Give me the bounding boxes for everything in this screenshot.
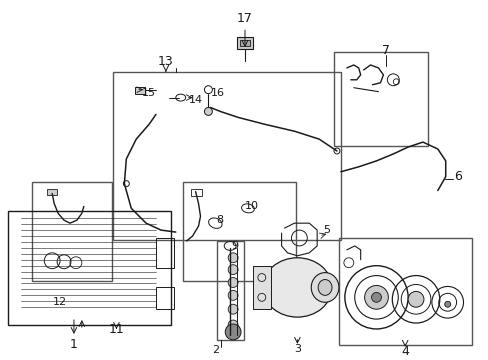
Circle shape bbox=[228, 320, 238, 330]
Circle shape bbox=[444, 301, 450, 307]
Text: 7: 7 bbox=[382, 44, 389, 57]
Circle shape bbox=[228, 253, 238, 263]
Bar bbox=[240, 40, 249, 46]
Text: 5: 5 bbox=[323, 225, 330, 235]
Bar bbox=[156, 287, 173, 309]
Bar bbox=[183, 182, 296, 280]
Bar bbox=[217, 241, 244, 340]
Circle shape bbox=[228, 291, 238, 300]
Circle shape bbox=[228, 278, 238, 287]
Text: 13: 13 bbox=[158, 55, 173, 68]
Circle shape bbox=[371, 292, 381, 302]
Circle shape bbox=[364, 285, 387, 309]
Circle shape bbox=[228, 304, 238, 314]
Text: 3: 3 bbox=[293, 344, 300, 354]
Ellipse shape bbox=[262, 258, 331, 317]
Text: 9: 9 bbox=[231, 241, 238, 251]
Bar bbox=[237, 37, 252, 49]
Circle shape bbox=[225, 324, 241, 340]
Ellipse shape bbox=[310, 273, 338, 302]
Text: 11: 11 bbox=[108, 323, 124, 337]
Bar bbox=[113, 72, 340, 240]
Bar bbox=[156, 238, 173, 268]
Text: 1: 1 bbox=[70, 338, 78, 351]
Ellipse shape bbox=[318, 279, 331, 295]
Text: 12: 12 bbox=[53, 297, 67, 307]
Circle shape bbox=[204, 108, 212, 116]
Text: 4: 4 bbox=[401, 345, 408, 358]
Text: 6: 6 bbox=[453, 170, 461, 183]
Text: 2: 2 bbox=[211, 345, 219, 355]
Bar bbox=[252, 266, 270, 309]
Bar bbox=[333, 52, 427, 146]
Text: 15: 15 bbox=[142, 87, 156, 98]
Bar bbox=[32, 182, 111, 280]
Bar bbox=[47, 189, 57, 195]
Text: 8: 8 bbox=[216, 215, 224, 225]
Circle shape bbox=[228, 265, 238, 275]
Bar bbox=[338, 238, 471, 345]
Bar bbox=[135, 87, 145, 94]
Text: 14: 14 bbox=[188, 95, 202, 104]
Circle shape bbox=[407, 291, 423, 307]
Text: 17: 17 bbox=[237, 12, 252, 25]
Text: 10: 10 bbox=[244, 201, 258, 211]
Bar bbox=[190, 189, 202, 197]
Text: 16: 16 bbox=[211, 87, 225, 98]
